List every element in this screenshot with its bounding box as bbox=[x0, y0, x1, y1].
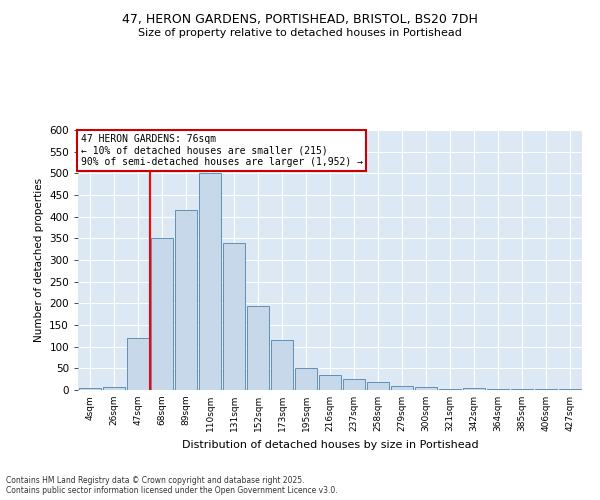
Bar bbox=[271, 340, 293, 390]
Bar bbox=[319, 375, 341, 390]
Bar bbox=[487, 388, 509, 390]
Bar bbox=[223, 242, 245, 390]
Bar bbox=[535, 388, 557, 390]
Bar bbox=[175, 210, 197, 390]
Bar bbox=[391, 386, 413, 390]
Text: Size of property relative to detached houses in Portishead: Size of property relative to detached ho… bbox=[138, 28, 462, 38]
Text: 47, HERON GARDENS, PORTISHEAD, BRISTOL, BS20 7DH: 47, HERON GARDENS, PORTISHEAD, BRISTOL, … bbox=[122, 12, 478, 26]
Bar bbox=[367, 382, 389, 390]
Bar bbox=[127, 338, 149, 390]
Text: 47 HERON GARDENS: 76sqm
← 10% of detached houses are smaller (215)
90% of semi-d: 47 HERON GARDENS: 76sqm ← 10% of detache… bbox=[80, 134, 362, 167]
Bar bbox=[247, 306, 269, 390]
Bar bbox=[415, 386, 437, 390]
Y-axis label: Number of detached properties: Number of detached properties bbox=[34, 178, 44, 342]
Bar bbox=[439, 388, 461, 390]
Bar bbox=[79, 388, 101, 390]
Bar bbox=[151, 238, 173, 390]
Bar bbox=[295, 368, 317, 390]
Bar bbox=[559, 388, 581, 390]
X-axis label: Distribution of detached houses by size in Portishead: Distribution of detached houses by size … bbox=[182, 440, 478, 450]
Bar bbox=[463, 388, 485, 390]
Bar bbox=[103, 386, 125, 390]
Text: Contains HM Land Registry data © Crown copyright and database right 2025.
Contai: Contains HM Land Registry data © Crown c… bbox=[6, 476, 338, 495]
Bar bbox=[199, 174, 221, 390]
Bar bbox=[511, 388, 533, 390]
Bar bbox=[343, 379, 365, 390]
